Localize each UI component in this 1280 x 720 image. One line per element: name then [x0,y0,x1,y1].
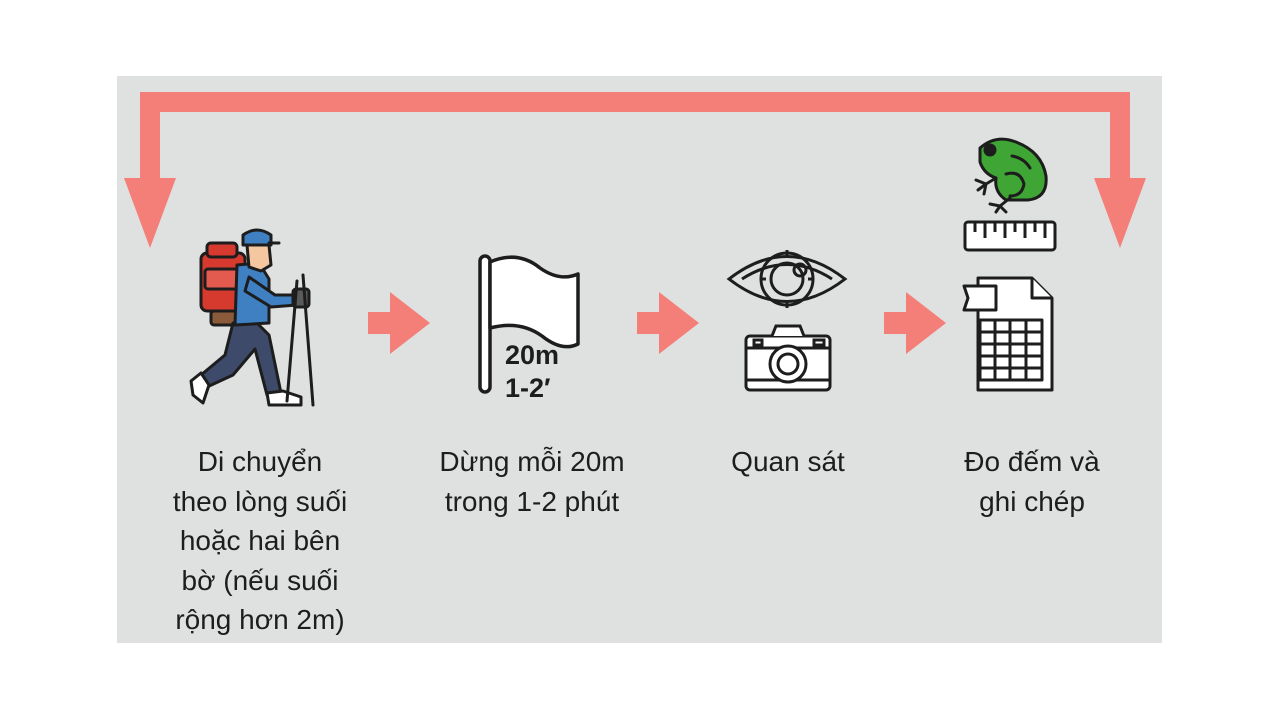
step-arrow-1 [368,292,430,354]
step-label-stop: Dừng mỗi 20m trong 1-2 phút [439,446,625,517]
step-arrow-2 [637,292,699,354]
flag-text: 20m 1-2′ [505,340,560,403]
eye-icon [726,250,848,308]
ruler-icon [963,220,1057,252]
flag-icon [478,254,580,394]
frog-icon [974,137,1048,214]
step-label-observe: Quan sát [731,446,845,477]
hiker-icon [189,228,315,407]
step-arrow-3 [884,292,946,354]
step-label-move: Di chuyển theo lòng suối hoặc hai bên bờ… [172,446,348,635]
datasheet-icon [962,276,1054,392]
step-label-record: Đo đếm và ghi chép [964,446,1100,517]
camera-icon [744,324,832,392]
